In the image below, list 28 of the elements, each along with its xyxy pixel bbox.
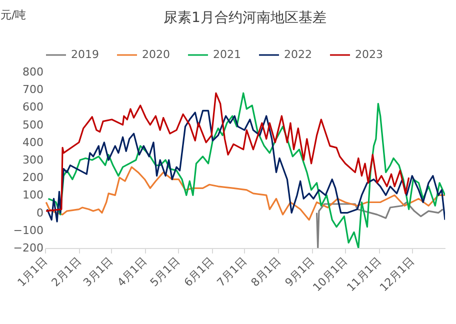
y-tick-label: −200 xyxy=(13,242,44,254)
y-tick-label: −100 xyxy=(13,224,44,237)
y-tick-label: 800 xyxy=(22,66,44,78)
legend-label: 2023 xyxy=(355,48,383,61)
x-tick-label: 5月1日 xyxy=(148,254,182,290)
x-tick-label: 1月1日 xyxy=(15,254,50,290)
legend-label: 2019 xyxy=(71,48,99,61)
x-tick-label: 4月1日 xyxy=(114,254,150,290)
legend-label: 2022 xyxy=(284,48,312,61)
y-tick-label: 100 xyxy=(22,188,44,202)
x-tick-label: 8月1日 xyxy=(248,254,284,290)
y-tick-label: 500 xyxy=(22,118,44,132)
y-tick-label: 700 xyxy=(22,83,44,96)
line-series xyxy=(46,110,445,222)
y-axis-title: 元/吨 xyxy=(0,8,26,22)
y-tick-label: 400 xyxy=(22,136,44,149)
y-tick-label: 600 xyxy=(22,100,44,114)
x-tick-label: 7月1日 xyxy=(214,254,250,290)
y-tick-label: 0 xyxy=(36,206,44,220)
legend-label: 2020 xyxy=(142,48,170,61)
line-series xyxy=(45,92,410,212)
chart-title: 尿素1月合约河南地区基差 xyxy=(164,10,326,26)
legend-label: 2021 xyxy=(213,48,241,61)
y-tick-label: 200 xyxy=(22,171,44,184)
line-series xyxy=(45,166,445,221)
line-series xyxy=(316,201,444,248)
y-tick-label: 300 xyxy=(22,154,44,166)
x-tick-label: 6月1日 xyxy=(182,254,216,290)
